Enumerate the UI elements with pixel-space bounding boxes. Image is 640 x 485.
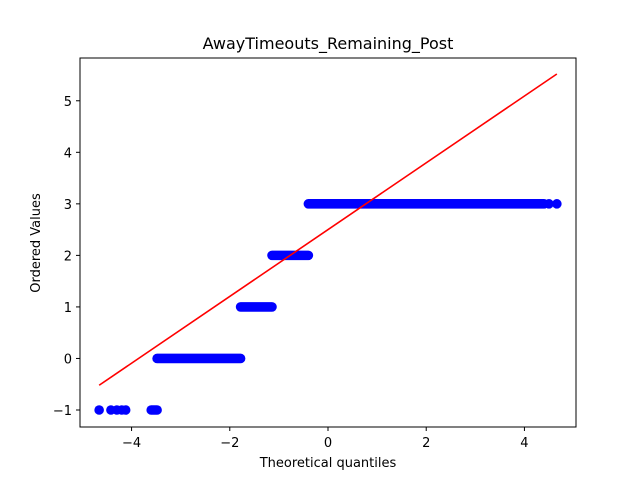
data-point [120,405,131,415]
fit-line [98,73,558,386]
y-axis-label: Ordered Values [29,193,44,293]
y-tick-label: 0 [64,352,72,367]
data-point [552,199,562,209]
chart-title: AwayTimeouts_Remaining_Post [203,34,454,54]
x-tick-label: 2 [422,436,430,451]
x-axis-label: Theoretical quantiles [259,456,397,471]
plot-area: −4 −2 0 2 4 −1 0 1 2 3 4 5 [53,57,577,451]
x-tick-label: −2 [220,436,239,451]
y-tick-label: 5 [64,95,72,110]
y-tick-label: 2 [64,249,72,264]
y-tick-label: −1 [53,404,72,419]
x-tick-label: 4 [520,436,528,451]
data-point [544,199,554,209]
y-tick-label: 1 [64,301,72,316]
data-points-group [94,199,562,415]
x-tick-label: −4 [122,436,141,451]
data-point [94,405,104,415]
x-tick-label: 0 [324,436,332,451]
y-tick-label: 4 [64,146,72,161]
y-tick-label: 3 [64,198,72,213]
